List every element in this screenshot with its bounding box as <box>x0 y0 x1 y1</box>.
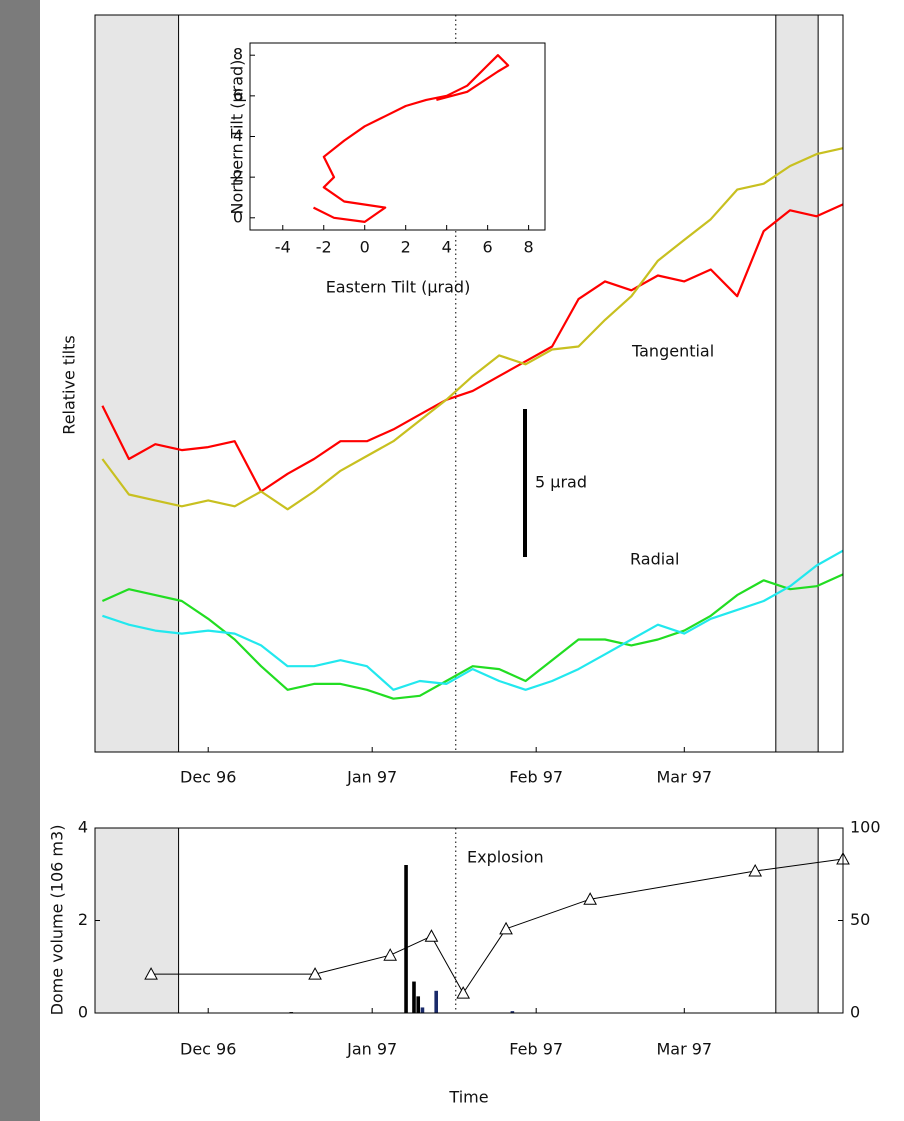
bar <box>420 1007 425 1013</box>
series-line <box>101 147 844 511</box>
y-axis-label: Relative tilts <box>60 335 79 434</box>
shaded-span <box>94 14 180 753</box>
triangle-marker <box>748 863 763 877</box>
x-axis-label: Time <box>448 1088 488 1107</box>
plot-border <box>94 14 844 753</box>
y2-tick-label: 0 <box>850 1003 860 1022</box>
x-tick-label: Feb 97 <box>509 768 563 787</box>
shaded-span <box>775 827 819 1014</box>
x-axis-label: Eastern Tilt (µrad) <box>326 278 471 297</box>
triangle-marker <box>383 948 398 961</box>
y-axis-label: Dome volume (106 m3) <box>48 825 67 1016</box>
triangle-marker <box>424 929 439 942</box>
annotation: Explosion <box>467 848 544 867</box>
y-tick-label: 2 <box>233 167 243 186</box>
y-tick-label: 6 <box>233 85 243 104</box>
annotation: Radial <box>630 550 679 569</box>
y-tick-label: 4 <box>78 818 88 837</box>
triangle-marker <box>308 967 322 980</box>
x-tick-label: 8 <box>524 238 534 257</box>
x-tick-label: -4 <box>275 238 291 257</box>
triangle-marker <box>583 892 597 905</box>
y-tick-label: 2 <box>78 910 88 929</box>
shaded-span <box>775 14 819 753</box>
annotation: Tangential <box>631 342 714 361</box>
x-tick-label: 4 <box>442 238 452 257</box>
x-tick-label: 0 <box>360 238 370 257</box>
x-tick-label: Mar 97 <box>656 768 712 787</box>
y2-tick-label: 50 <box>850 910 870 929</box>
series-line <box>313 54 510 223</box>
bar <box>510 1011 515 1013</box>
x-tick-label: Jan 97 <box>346 768 397 787</box>
x-tick-label: Feb 97 <box>509 1040 563 1059</box>
bar <box>412 981 416 1013</box>
y-tick-label: 0 <box>233 207 243 226</box>
y-axis-label: Northern Tilt (µrad) <box>228 60 247 215</box>
x-tick-label: Mar 97 <box>656 1040 712 1059</box>
x-tick-label: 6 <box>483 238 493 257</box>
triangle-marker <box>499 921 513 935</box>
x-tick-label: -2 <box>316 238 332 257</box>
triangle-marker <box>456 986 471 999</box>
x-tick-label: Dec 96 <box>180 1040 236 1059</box>
series-line <box>101 203 844 493</box>
x-tick-label: 2 <box>401 238 411 257</box>
triangle-marker <box>144 967 158 980</box>
y-tick-label: 8 <box>233 45 243 64</box>
scale-bar-label: 5 µrad <box>535 473 587 492</box>
bar <box>404 865 408 1013</box>
bar <box>416 996 421 1013</box>
y-tick-label: 0 <box>78 1003 88 1022</box>
y-tick-label: 4 <box>233 126 243 145</box>
shaded-span <box>94 827 180 1014</box>
y2-tick-label: 100 <box>850 818 881 837</box>
x-tick-label: Jan 97 <box>346 1040 397 1059</box>
series-line <box>102 549 844 691</box>
plot-background <box>95 828 843 1013</box>
bar <box>434 990 439 1013</box>
x-tick-label: Dec 96 <box>180 768 236 787</box>
